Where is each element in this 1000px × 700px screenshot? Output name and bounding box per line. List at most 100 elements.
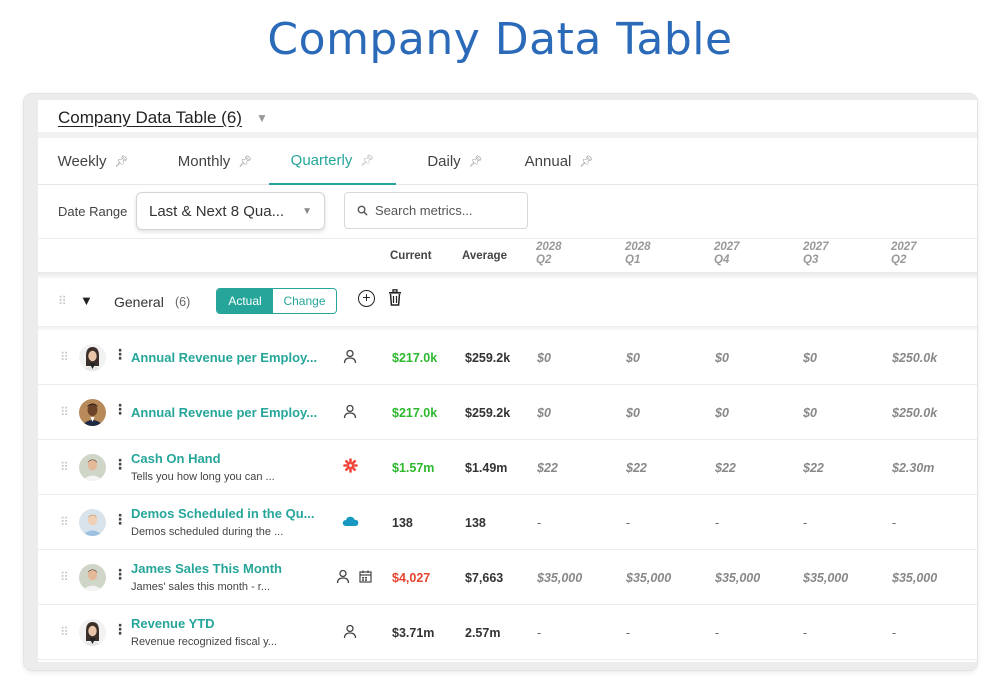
column-header-current[interactable]: Current xyxy=(390,250,432,262)
period-value: $22 xyxy=(803,461,824,475)
pin-icon[interactable]: 📌︎ xyxy=(468,155,483,168)
period-value: $22 xyxy=(715,461,736,475)
period-quarter: Q2 xyxy=(536,254,552,266)
table-title-row: Company Data Table (6) ▼ xyxy=(58,103,268,133)
period-value: - xyxy=(892,516,897,530)
avatar xyxy=(79,619,106,646)
column-header-period[interactable]: 2027 Q4 xyxy=(714,241,740,267)
drag-handle-icon[interactable]: ⠿ xyxy=(60,405,69,419)
column-header-period[interactable]: 2027 Q3 xyxy=(803,241,829,267)
pin-icon[interactable]: 📌︎ xyxy=(114,155,129,168)
current-value: $1.57m xyxy=(392,461,435,475)
person-icon xyxy=(336,569,350,584)
column-header-row: Current Average 2028 Q2 2028 Q1 2027 Q4 … xyxy=(38,238,977,272)
metric-title[interactable]: Annual Revenue per Employ... xyxy=(131,350,318,365)
column-header-period[interactable]: 2027 Q2 xyxy=(891,241,917,267)
search-input[interactable] xyxy=(375,203,515,218)
kebab-menu-icon[interactable]: ⋮ xyxy=(113,511,127,527)
metric-description: Revenue recognized fiscal y... xyxy=(131,636,277,648)
pin-icon[interactable]: 📌︎ xyxy=(238,155,253,168)
period-year: 2027 xyxy=(803,241,829,253)
add-circle-icon[interactable]: + xyxy=(358,290,375,307)
average-value: $7,663 xyxy=(465,571,504,585)
kebab-menu-icon[interactable]: ⋮ xyxy=(113,456,127,472)
tab-monthly[interactable]: Monthly 📌︎ xyxy=(155,138,275,184)
period-value: $0 xyxy=(715,406,729,420)
trash-icon[interactable] xyxy=(388,289,402,306)
tab-daily[interactable]: Daily 📌︎ xyxy=(400,138,510,184)
kebab-menu-icon[interactable]: ⋮ xyxy=(113,621,127,637)
chevron-down-icon[interactable]: ▼ xyxy=(255,111,268,125)
drag-handle-icon[interactable]: ⠿ xyxy=(60,350,69,364)
period-quarter: Q2 xyxy=(891,254,907,266)
table-row[interactable]: ⠿ ⋮ James Sales This Month James' sales … xyxy=(38,550,977,605)
metric-description: Tells you how long you can ... xyxy=(131,471,275,483)
column-header-period[interactable]: 2028 Q2 xyxy=(536,241,562,267)
actual-button[interactable]: Actual xyxy=(217,289,273,313)
avatar xyxy=(79,509,106,536)
drag-handle-icon[interactable]: ⠿ xyxy=(60,515,69,529)
period-value: $35,000 xyxy=(537,571,583,585)
period-value: $0 xyxy=(803,351,817,365)
metric-title[interactable]: James Sales This Month xyxy=(131,561,282,576)
group-count: (6) xyxy=(175,295,191,309)
change-button[interactable]: Change xyxy=(273,289,336,313)
calendar-icon xyxy=(359,570,372,583)
drag-handle-icon[interactable]: ⠿ xyxy=(58,294,67,308)
kebab-menu-icon[interactable]: ⋮ xyxy=(113,566,127,582)
pin-icon[interactable]: 📌︎ xyxy=(579,155,594,168)
column-header-period[interactable]: 2028 Q1 xyxy=(625,241,651,267)
column-header-average[interactable]: Average xyxy=(462,250,507,262)
period-value: - xyxy=(892,626,897,640)
divider xyxy=(38,272,977,278)
drag-handle-icon[interactable]: ⠿ xyxy=(60,570,69,584)
card-top-border xyxy=(24,94,977,100)
period-quarter: Q4 xyxy=(714,254,730,266)
group-row: ⠿ ▼ General (6) Actual Change + xyxy=(38,278,977,326)
period-value: $0 xyxy=(626,351,640,365)
drag-handle-icon[interactable]: ⠿ xyxy=(60,625,69,639)
date-range-label: Date Range xyxy=(58,204,128,219)
table-row[interactable]: ⠿ ⋮ Revenue YTD Revenue recognized fisca… xyxy=(38,605,977,660)
period-value: $35,000 xyxy=(803,571,849,585)
table-row[interactable]: ⠿ ⋮ Demos Scheduled in the Qu... Demos s… xyxy=(38,495,977,550)
table-row[interactable]: ⠿ ⋮ Annual Revenue per Employ... $217.0k… xyxy=(38,385,977,440)
kebab-menu-icon[interactable]: ⋮ xyxy=(113,346,127,362)
current-value: 138 xyxy=(392,516,413,530)
metric-title[interactable]: Revenue YTD xyxy=(131,616,215,631)
table-row[interactable]: ⠿ ⋮ Cash On Hand Tells you how long you … xyxy=(38,440,977,495)
tab-label: Annual xyxy=(524,152,572,170)
metric-title[interactable]: Cash On Hand xyxy=(131,451,221,466)
tab-quarterly[interactable]: Quarterly 📌︎ xyxy=(269,138,396,185)
collapse-triangle-icon[interactable]: ▼ xyxy=(80,293,93,308)
metric-title[interactable]: Annual Revenue per Employ... xyxy=(131,405,318,420)
metric-description: James' sales this month - r... xyxy=(131,581,271,593)
period-value: $0 xyxy=(803,406,817,420)
tab-weekly[interactable]: Weekly 📌︎ xyxy=(38,138,148,184)
period-value: - xyxy=(803,626,808,640)
drag-handle-icon[interactable]: ⠿ xyxy=(60,460,69,474)
date-range-select[interactable]: Last & Next 8 Qua... ▼ xyxy=(136,192,325,230)
period-value: - xyxy=(537,516,542,530)
pin-icon[interactable]: 📌︎ xyxy=(360,155,375,167)
period-value: $250.0k xyxy=(892,351,938,365)
period-value: - xyxy=(715,516,720,530)
kebab-menu-icon[interactable]: ⋮ xyxy=(113,401,127,417)
average-value: $1.49m xyxy=(465,461,508,475)
search-box[interactable] xyxy=(344,192,528,229)
table-title[interactable]: Company Data Table (6) xyxy=(58,108,242,127)
period-value: $35,000 xyxy=(892,571,938,585)
person-icon xyxy=(343,349,357,364)
metric-title[interactable]: Demos Scheduled in the Qu... xyxy=(131,506,315,521)
avatar xyxy=(79,454,106,481)
period-value: $0 xyxy=(537,406,551,420)
metric-description: Demos scheduled during the ... xyxy=(131,526,284,538)
avatar xyxy=(79,344,106,371)
period-value: - xyxy=(715,626,720,640)
card-left-border xyxy=(24,94,38,670)
table-row[interactable]: ⠿ ⋮ Annual Revenue per Employ... $217.0k… xyxy=(38,330,977,385)
period-year: 2028 xyxy=(536,241,562,253)
period-value: $22 xyxy=(537,461,558,475)
current-value: $217.0k xyxy=(392,351,438,365)
tab-annual[interactable]: Annual 📌︎ xyxy=(504,138,614,184)
